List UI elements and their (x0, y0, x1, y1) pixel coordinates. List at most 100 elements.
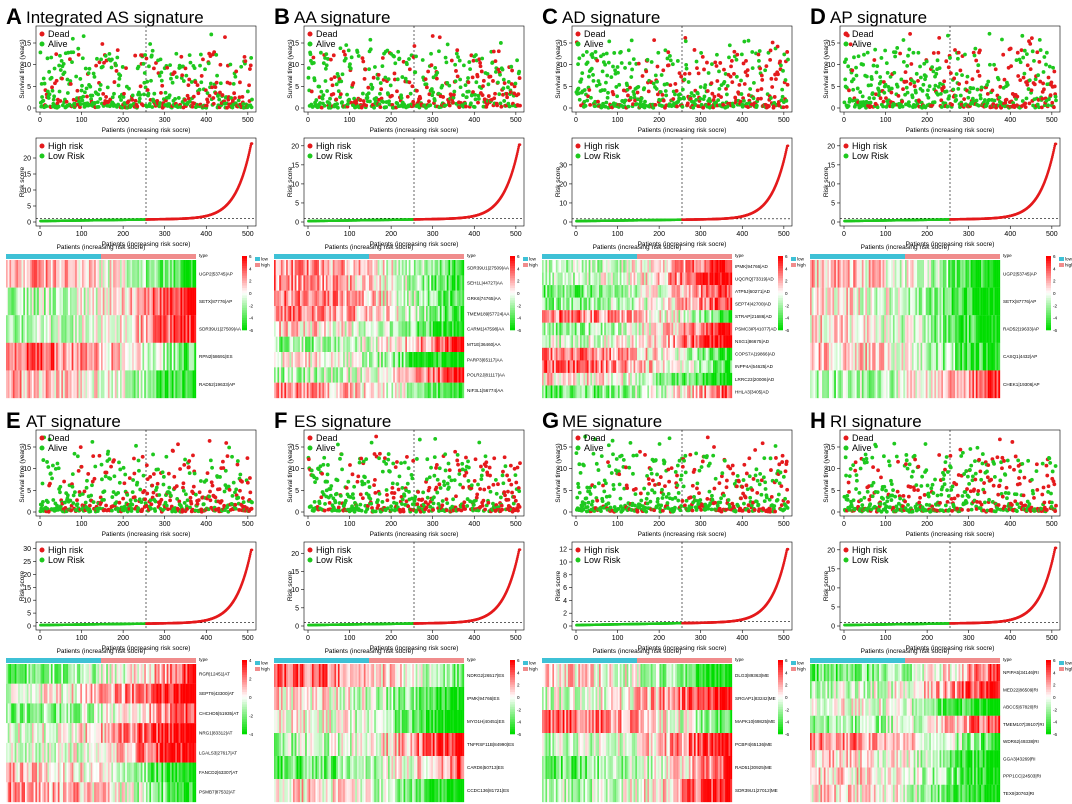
heatmap-cell (604, 260, 607, 273)
heatmap-cell (450, 367, 453, 383)
heatmap-cell (370, 336, 373, 353)
heatmap-cell (168, 370, 171, 399)
heatmap-cell (443, 352, 446, 368)
risk-xtick-label: 500 (510, 231, 522, 238)
heatmap-cell (296, 260, 299, 276)
heatmap-cell (375, 367, 378, 383)
heatmap-cell (315, 352, 318, 368)
survival-point-alive (603, 62, 607, 67)
heatmap-cell (408, 306, 411, 322)
survival-point-alive (626, 104, 631, 109)
heatmap-cell (293, 321, 295, 337)
heatmap-cell (90, 287, 93, 316)
survival-point-alive (474, 80, 479, 85)
heatmap-cell (177, 287, 179, 316)
heatmap-cell (341, 275, 344, 291)
heatmap-cell (294, 382, 297, 399)
heatmap-cell (116, 287, 119, 316)
heatmap-cell (652, 260, 655, 273)
survival-point-alive (184, 73, 189, 78)
survival-point-dead (392, 71, 397, 76)
heatmap-cell (344, 321, 347, 337)
heatmap-cell (45, 342, 48, 371)
survival-point-dead (85, 94, 89, 99)
heatmap-cell (337, 367, 340, 383)
survival-point-dead (745, 73, 750, 78)
heatmap-cell (305, 321, 307, 337)
heatmap-cells (6, 260, 197, 399)
heatmap-cell (66, 370, 69, 399)
heatmap-cell (113, 342, 115, 371)
legend-dead-label: Dead (584, 29, 606, 39)
heatmap-cell (324, 336, 326, 353)
heat-colorkey-segment (510, 315, 515, 318)
survival-point-alive (440, 83, 445, 88)
heatmap-cell (455, 306, 458, 322)
heatmap-cell (561, 260, 563, 273)
heatmap-cell (183, 260, 186, 288)
heatmap-cell (142, 260, 145, 288)
heatmap-cell (19, 342, 22, 371)
survival-ytick-label: 5 (27, 84, 31, 91)
survival-point-alive (601, 52, 606, 57)
heatmap-cell (438, 352, 440, 368)
heatmap-cell (363, 290, 366, 307)
survival-point-alive (115, 55, 120, 60)
heatmap-cell (30, 260, 33, 288)
heatmap-cell (175, 260, 178, 288)
heatmap-cell (640, 260, 643, 273)
heatmap-cell (320, 260, 323, 276)
survival-point-dead (201, 57, 205, 62)
survival-point-alive (458, 85, 463, 90)
heatmap-cell (282, 382, 285, 399)
heatmap-cell (412, 306, 415, 322)
heatmap-cell (101, 260, 103, 288)
heatmap-cell (301, 290, 304, 307)
heatmap-cell (151, 260, 153, 288)
heatmap-cell (92, 287, 95, 316)
heatmap-cell (313, 352, 316, 368)
heatmap-cell (377, 321, 380, 337)
survival-point-alive (414, 54, 418, 59)
heatmap-cell (317, 290, 320, 307)
heatmap-cell (356, 260, 359, 276)
heatmap-cell (351, 290, 354, 307)
survival-point-alive (88, 84, 93, 89)
survival-point-dead (100, 42, 105, 46)
heatmap-cell (388, 352, 390, 368)
heatmap-cell (436, 352, 439, 368)
heatmap-cell (171, 315, 174, 343)
survival-point-dead (685, 101, 690, 106)
survival-point-dead (190, 104, 195, 109)
heatmap-cell (135, 342, 138, 371)
survival-point-alive (429, 51, 433, 56)
heatmap-cell (365, 352, 368, 368)
heatmap-cell (450, 290, 453, 307)
heatmap-cell (331, 352, 333, 368)
heatmap-cell (343, 336, 345, 353)
heatmap-cell (350, 367, 352, 383)
heat-type-legend-high-label: high (529, 263, 538, 268)
survival-point-dead (330, 83, 335, 88)
survival-point-dead (758, 66, 763, 71)
survival-point-alive (500, 67, 505, 72)
survival-point-dead (737, 82, 742, 87)
heat-colorkey-label: -4 (249, 316, 254, 321)
survival-point-alive (663, 89, 668, 93)
heatmap-cell (580, 260, 582, 273)
heatmap-cell (83, 287, 86, 316)
heatmap-cell (287, 275, 290, 291)
survival-point-alive (314, 98, 319, 102)
survival-point-alive (96, 104, 101, 109)
survival-point-dead (328, 57, 333, 62)
heatmap-cell (126, 342, 129, 371)
heatmap-cell (182, 370, 185, 399)
heatmap-cell (384, 260, 387, 276)
heatmap-cell (649, 260, 651, 273)
heatmap-cell (21, 342, 24, 371)
heatmap-cell (396, 306, 399, 322)
heatmap-cell (54, 287, 57, 316)
survival-point-alive (437, 49, 441, 54)
heatmap-cell (54, 370, 57, 399)
heat-colorkey-segment (242, 305, 247, 309)
